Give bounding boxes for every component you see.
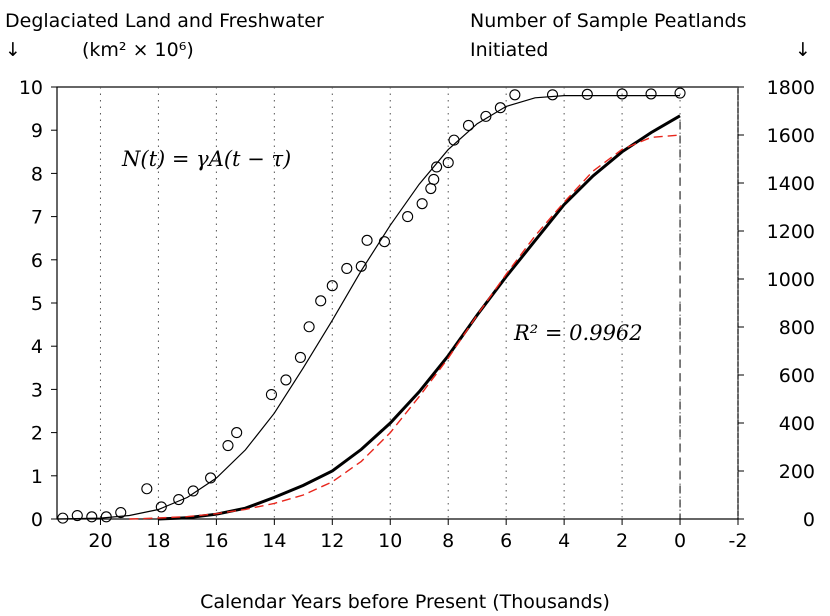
data-point-circle — [428, 173, 440, 185]
right-axis-title-line2: Initiated — [470, 39, 549, 61]
y-left-tick-label: 7 — [31, 207, 43, 229]
y-left-tick-label: 0 — [31, 509, 43, 531]
data-point-circle — [546, 89, 559, 101]
x-tick-label: 16 — [204, 530, 228, 552]
data-point-circle — [402, 211, 414, 223]
data-point-circle — [141, 483, 153, 495]
data-point-circle — [155, 501, 167, 513]
y-right-tick-label: 400 — [779, 413, 815, 435]
right-axis-title-line1: Number of Sample Peatlands — [470, 10, 746, 32]
y-right-tick-label: 0 — [803, 509, 815, 531]
y-right-tick-label: 1000 — [767, 269, 815, 291]
data-point-circle — [222, 440, 234, 452]
x-tick-label: 18 — [146, 530, 170, 552]
data-point-circle — [378, 236, 391, 248]
data-point-circle — [509, 89, 521, 101]
grid — [99, 87, 739, 519]
data-point-circle — [462, 119, 475, 131]
y-left-tick-label: 9 — [31, 120, 43, 142]
r-squared-annotation: R² = 0.9962 — [513, 321, 643, 345]
y-left-tick-label: 4 — [31, 336, 43, 358]
y-right-tick-label: 200 — [779, 461, 815, 483]
y-left-tick-label: 5 — [31, 293, 43, 315]
data-point-circle — [645, 88, 657, 100]
data-point-circle — [280, 374, 292, 386]
x-tick-label: 6 — [500, 530, 512, 552]
plot-marks — [56, 87, 686, 524]
right-y-axis: 0 200 400 600 800 1000 1200 1400 1600 1800 — [738, 77, 815, 531]
y-right-tick-label: 1400 — [767, 173, 815, 195]
data-point-circle — [431, 161, 443, 173]
data-point-circle — [425, 182, 437, 195]
y-left-tick-label: 8 — [31, 163, 43, 185]
data-point-circle — [416, 198, 428, 210]
data-point-circle — [315, 295, 327, 307]
y-left-tick-label: 6 — [31, 250, 43, 272]
y-right-tick-label: 1800 — [767, 77, 815, 99]
x-tick-label: -2 — [729, 530, 748, 552]
right-arrow: ↓ — [795, 39, 811, 61]
x-tick-label: 8 — [442, 530, 454, 552]
fit-curve-deglaciated — [56, 95, 680, 520]
data-point-circle — [115, 506, 127, 519]
data-point-circle — [361, 234, 373, 246]
data-point-circle — [187, 485, 199, 497]
data-point-circle — [294, 351, 306, 363]
data-point-circle — [303, 321, 315, 333]
y-right-tick-label: 600 — [779, 365, 815, 387]
x-tick-label: 0 — [674, 530, 686, 552]
cumulative-peatlands-line — [158, 114, 681, 521]
x-tick-label: 14 — [262, 530, 286, 552]
data-point-circle — [71, 509, 83, 522]
left-axis-title-line1: Deglaciated Land and Freshwater — [5, 10, 324, 32]
left-arrow: ↓ — [5, 39, 21, 61]
x-tick-label: 12 — [320, 530, 344, 552]
y-left-tick-label: 3 — [31, 379, 43, 401]
data-point-circle — [442, 157, 454, 169]
data-point-circle — [265, 389, 277, 401]
left-y-axis: 0 1 2 3 4 5 6 7 8 9 10 — [19, 77, 57, 531]
data-point-circle — [616, 88, 628, 100]
y-right-tick-label: 800 — [779, 317, 815, 339]
x-axis: 20 18 16 14 12 10 8 6 4 2 0 -2 — [88, 519, 747, 552]
data-point-circle — [341, 262, 353, 274]
data-point-circle — [581, 88, 593, 100]
x-tick-label: 20 — [88, 530, 112, 552]
left-axis-title-line2: (km² × 10⁶) — [82, 39, 194, 61]
y-right-tick-label: 1600 — [767, 125, 815, 147]
data-point-circle — [86, 511, 98, 523]
data-point-circle — [480, 110, 492, 122]
data-point-circle — [231, 427, 243, 439]
y-left-tick-label: 10 — [19, 77, 43, 99]
x-tick-label: 2 — [616, 530, 628, 552]
model-fit-dashed-line — [129, 134, 681, 520]
y-right-tick-label: 1200 — [767, 221, 815, 243]
data-point-circle — [57, 512, 69, 524]
data-point-circle — [674, 87, 686, 99]
x-tick-label: 10 — [378, 530, 402, 552]
x-tick-label: 4 — [558, 530, 570, 552]
data-point-circle — [326, 280, 338, 292]
data-point-circle — [494, 102, 506, 114]
equation-annotation: N(t) = γA(t − τ) — [121, 147, 291, 171]
x-axis-title: Calendar Years before Present (Thousands… — [200, 591, 610, 613]
y-left-tick-label: 1 — [31, 466, 43, 488]
y-left-tick-label: 2 — [31, 423, 43, 445]
